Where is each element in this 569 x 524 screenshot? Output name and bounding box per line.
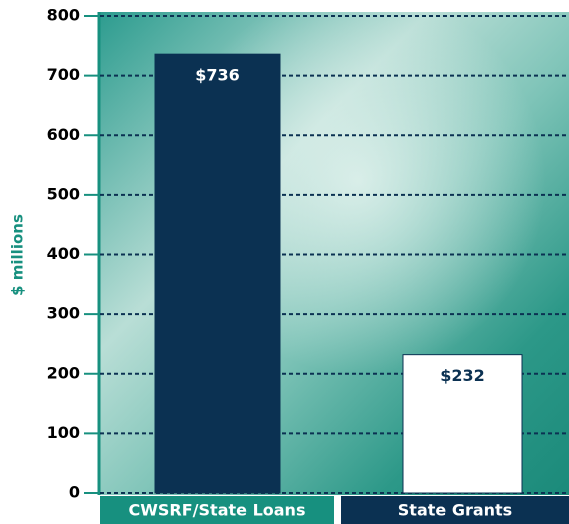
- y-tick-label: 200: [47, 363, 80, 382]
- y-tick-label: 600: [47, 125, 80, 144]
- y-tick-label: 400: [47, 244, 80, 263]
- page: $ millions 0 100 200 300 400 500 600 700 800 $736…: [0, 0, 569, 524]
- y-tick-label: 700: [47, 65, 80, 84]
- value-label: $736: [195, 66, 240, 85]
- y-axis-title: $ millions: [9, 214, 27, 296]
- bar: [155, 54, 280, 493]
- x-tick-label: CWSRF/State Loans: [129, 501, 306, 520]
- y-tick-label: 800: [47, 6, 80, 25]
- x-tick-label: State Grants: [398, 501, 512, 520]
- y-tick-label: 0: [69, 483, 80, 502]
- value-label: $232: [440, 366, 485, 385]
- y-tick-label: 500: [47, 184, 80, 203]
- y-tick-label: 300: [47, 304, 80, 323]
- y-tick-label: 100: [47, 423, 80, 442]
- chart: $ millions 0 100 200 300 400 500 600 700 800 $736…: [0, 0, 569, 524]
